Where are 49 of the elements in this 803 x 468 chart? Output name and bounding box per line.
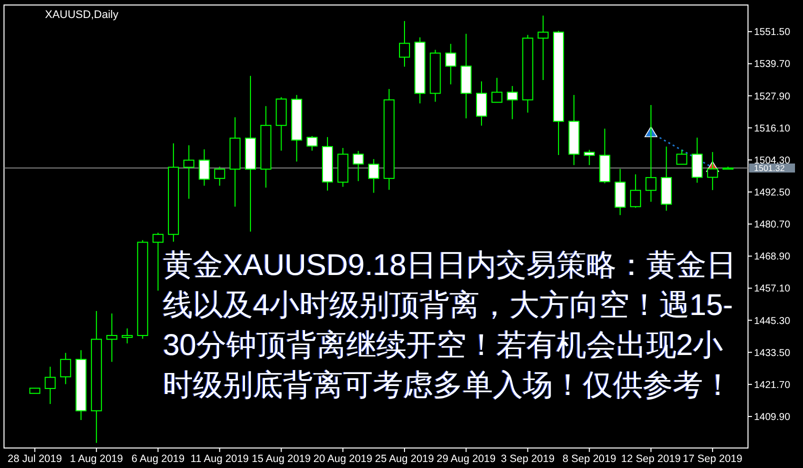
candlestick xyxy=(630,174,642,208)
candlestick xyxy=(398,20,410,68)
y-tick-label: 1492.50 xyxy=(754,187,791,198)
candlestick xyxy=(306,136,318,152)
y-tick-label: 1480.70 xyxy=(754,220,791,231)
candlestick xyxy=(106,312,118,362)
candlestick xyxy=(214,166,226,186)
y-tick-label: 1421.70 xyxy=(754,380,791,391)
candlestick xyxy=(506,85,518,120)
y-tick-label: 1527.90 xyxy=(754,91,791,102)
candlestick xyxy=(183,144,194,200)
annotation: 黄金XAUUSD9.18日日内交易策略：黄金日线以及4小时级别顶背离，大方向空！遇15-30分钟顶背离继续开空！若有机会出现2小时级别底背离可考虑多单入场！仅供参考！ xyxy=(163,248,738,404)
y-tick-label: 1551.50 xyxy=(754,27,791,38)
x-tick-label: 8 Sep 2019 xyxy=(562,453,616,465)
candlestick xyxy=(445,43,456,85)
x-tick-label: 20 Aug 2019 xyxy=(313,453,373,465)
x-tick-label: 25 Aug 2019 xyxy=(375,453,434,465)
candlestick xyxy=(538,15,549,81)
chart-title: XAUUSD,Daily xyxy=(45,9,119,21)
candlestick xyxy=(676,149,688,165)
y-tick-label: 1445.30 xyxy=(754,316,791,327)
x-tick-label: 15 Aug 2019 xyxy=(252,453,311,465)
y-tick-label: 1433.50 xyxy=(754,348,791,359)
candlestick xyxy=(491,77,502,103)
x-tick-label: 1 Aug 2019 xyxy=(70,453,124,465)
candlestick xyxy=(198,148,210,186)
x-tick-label: 29 Aug 2019 xyxy=(436,453,496,465)
x-tick-label: 17 Sep 2019 xyxy=(682,453,743,465)
y-tick-label: 1457.10 xyxy=(754,284,791,295)
y-tick-label: 1516.10 xyxy=(754,123,791,134)
x-tick-label: 3 Sep 2019 xyxy=(500,453,555,465)
candlestick xyxy=(368,158,380,194)
candlestick xyxy=(60,352,72,385)
candlestick xyxy=(476,80,488,126)
candlestick xyxy=(152,232,164,292)
x-tick-label: 28 Jul 2019 xyxy=(8,453,62,465)
candlestick xyxy=(352,150,364,182)
candlestick xyxy=(44,366,56,404)
candlestick xyxy=(645,104,656,202)
x-tick-label: 6 Aug 2019 xyxy=(131,453,185,465)
candlestick xyxy=(707,152,718,191)
candlestick xyxy=(122,328,133,344)
y-tick-label: 1539.70 xyxy=(754,59,791,70)
candlestick xyxy=(692,137,703,184)
candlestick xyxy=(584,149,595,166)
x-tick-label: 12 Sep 2019 xyxy=(621,453,681,465)
y-tick-label: 1409.90 xyxy=(754,412,791,423)
x-tick-label: 11 Aug 2019 xyxy=(190,453,249,465)
y-tick-label: 1468.90 xyxy=(754,252,791,263)
